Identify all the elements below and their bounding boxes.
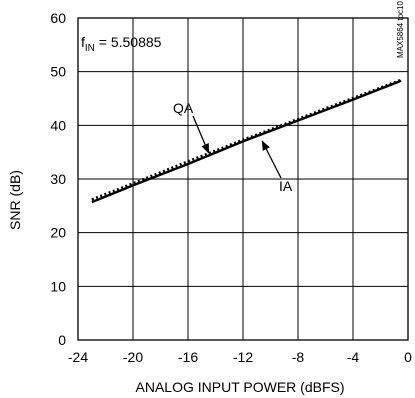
y-tick-label: 50 — [50, 64, 66, 80]
x-tick-label: -16 — [178, 349, 198, 365]
series-label-qa: QA — [173, 100, 194, 116]
y-tick-label: 60 — [50, 10, 66, 26]
x-axis-title: ANALOG INPUT POWER (dBFS) — [136, 379, 345, 395]
series-line-qa — [91, 78, 402, 201]
y-tick-label: 30 — [50, 171, 66, 187]
x-tick-label: -24 — [68, 349, 88, 365]
y-axis-ticks: 0 10 20 30 40 50 60 — [50, 10, 66, 348]
y-tick-label: 0 — [58, 332, 66, 348]
x-tick-label: -4 — [347, 349, 360, 365]
series-label-ia: IA — [279, 178, 293, 194]
x-tick-label: -8 — [292, 349, 305, 365]
series-labels: QA IA — [173, 100, 293, 194]
plot-frame — [77, 17, 409, 341]
x-axis-ticks: -24 -20 -16 -12 -8 -4 0 — [68, 349, 412, 365]
watermark: MAX5864 toc10 — [396, 1, 405, 58]
y-tick-label: 40 — [50, 117, 66, 133]
y-tick-label: 20 — [50, 225, 66, 241]
qa-leader-arrow — [192, 115, 210, 154]
grid — [77, 17, 409, 341]
y-tick-label: 10 — [50, 278, 66, 294]
fin-annotation-subscript: IN — [85, 43, 95, 54]
series-line-ia — [91, 79, 402, 204]
x-tick-label: 0 — [404, 349, 412, 365]
x-tick-label: -20 — [123, 349, 143, 365]
series-group — [91, 78, 402, 204]
fin-annotation-value: = 5.50885 — [95, 34, 162, 50]
fin-annotation-prefix: f — [81, 34, 85, 50]
y-axis-title: SNR (dB) — [7, 170, 23, 230]
fin-annotation: fIN = 5.50885 — [81, 34, 162, 54]
x-tick-label: -12 — [233, 349, 253, 365]
ia-leader-arrow — [261, 140, 282, 179]
